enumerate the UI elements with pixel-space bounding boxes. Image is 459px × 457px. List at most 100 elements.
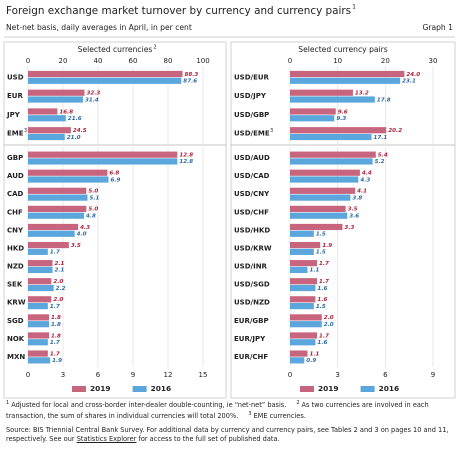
bar [290,230,314,237]
subtitle: Net-net basis, daily averages in April, … [6,23,192,32]
category-label: GBP [7,154,23,162]
category-label: USD/INR [234,263,268,271]
x-tick-label: 0 [288,57,292,65]
category-label: CHF [7,208,23,216]
value-label: 2.0 [53,279,63,285]
value-label: 0.9 [306,358,316,364]
category-label: SEK [7,281,23,289]
category-label: NZD [7,263,24,271]
value-label: 24.0 [406,72,420,78]
bar [290,108,336,115]
category-label: USD/HKD [234,226,270,234]
category-label: USD/EME [234,130,270,138]
category-label: EUR/GBP [234,317,269,325]
footnote-text: EME currencies. [253,412,306,420]
bar [290,278,318,285]
category-label: CNY [7,226,24,234]
bar [290,115,335,122]
value-label: 23.1 [402,79,416,85]
value-label: 4.1 [357,189,367,195]
bar [28,151,178,158]
value-label: 5.2 [375,159,385,165]
bar [28,357,51,364]
legend-swatch [300,386,314,392]
x-tick-label: 6 [96,371,101,379]
value-label: 2.0 [324,315,334,321]
title: Foreign exchange market turnover by curr… [6,5,351,17]
bar [290,223,343,231]
bar [290,194,351,201]
category-label: EUR/CHF [234,353,268,361]
category-label: USD [7,73,24,81]
value-label: 2.0 [324,322,334,328]
category-label: EUR [7,92,23,100]
legend-swatch [132,386,147,392]
value-label: 20.2 [388,128,402,134]
bar [290,296,316,303]
bar [290,248,314,255]
footnote-text: As two currencies are involved in each t… [6,401,429,420]
category-label: HKD [7,244,24,252]
bar [290,133,372,141]
value-label: 1.5 [316,232,326,238]
value-label: 1.8 [51,315,61,321]
bar [28,321,49,328]
bar [290,77,401,84]
bar [28,332,49,339]
category-label: KRW [7,299,26,307]
value-label: 87.6 [183,79,197,85]
bar [28,127,71,134]
value-label: 4.3 [80,225,90,231]
bar [290,70,405,78]
value-label: 21.6 [68,116,82,122]
category-label: USD/CNY [234,190,270,198]
category-note: 3 [270,128,273,134]
value-label: 1.5 [316,304,326,310]
value-label: 1.9 [52,358,62,364]
footnote-mark: 2 [296,400,300,406]
x-tick-label: 15 [199,371,208,379]
x-tick-label: 6 [383,371,388,379]
value-label: 1.7 [319,333,329,339]
bar [290,284,316,292]
bar [290,212,348,219]
value-label: 17.1 [374,135,388,141]
chart: Foreign exchange market turnover by curr… [3,4,456,399]
bar [28,266,53,274]
category-label: NOK [7,335,25,343]
x-tick-label: 0 [288,371,292,379]
x-tick-label: 3 [61,371,65,379]
value-label: 1.7 [319,279,329,285]
value-label: 6.8 [109,171,119,177]
x-tick-label: 20 [59,57,68,65]
x-tick-label: 10 [333,57,342,65]
legend-label: 2019 [318,384,339,393]
bar [28,133,65,141]
value-label: 3.5 [71,243,81,249]
bar [28,70,183,78]
x-tick-label: 80 [164,57,173,65]
panel-title: Selected currencies [78,45,153,54]
value-label: 5.4 [378,152,388,158]
category-label: CAD [7,190,24,198]
value-label: 2.1 [55,261,65,267]
category-label: SGD [7,317,24,325]
x-tick-label: 60 [129,57,138,65]
bar [290,260,318,267]
legend-swatch [72,386,86,392]
category-label: USD/CHF [234,208,269,216]
value-label: 12.8 [179,159,193,165]
source-link[interactable]: Statistics Explorer [76,435,137,443]
panel-frame [3,144,227,399]
footnotes: 1 Adjusted for local and cross-border int… [6,399,454,421]
bar [290,357,305,364]
value-label: 1.6 [317,340,327,346]
value-label: 1.7 [50,340,60,346]
bar [290,158,373,165]
x-tick-label: 0 [26,371,30,379]
category-label: USD/CAD [234,172,270,180]
x-tick-label: 40 [94,57,103,65]
panel-title: Selected currency pairs [298,45,388,54]
bar [290,169,360,176]
